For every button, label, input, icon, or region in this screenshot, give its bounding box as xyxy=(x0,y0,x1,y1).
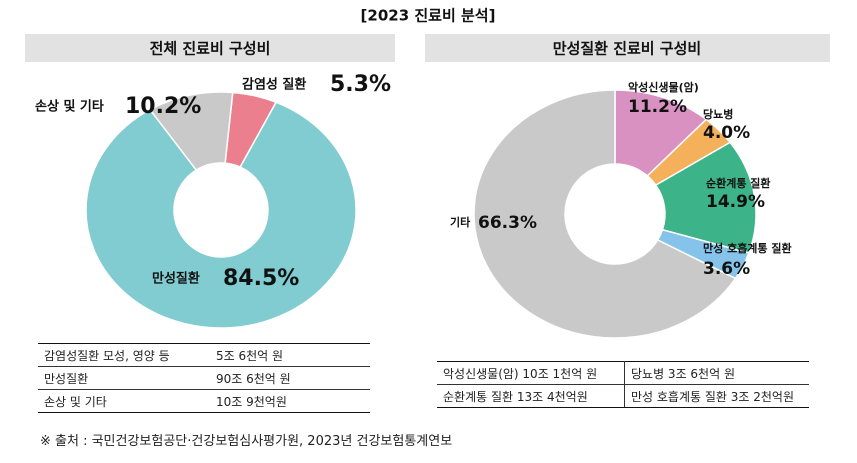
slice-label: 손상 및 기타 xyxy=(35,99,104,115)
slice-label: 악성신생물(암) xyxy=(628,80,699,94)
value-label: 5.3% xyxy=(330,72,391,97)
slice-label: 만성 호흡계통 질환 xyxy=(703,241,792,255)
slice-label: 순환계통 질환 xyxy=(706,176,771,190)
page-title: [2023 진료비 분석] xyxy=(361,7,496,25)
cell: 손상 및 기타 xyxy=(38,389,210,413)
value-label: 4.0% xyxy=(703,123,750,143)
cell: 만성질환 xyxy=(38,366,210,390)
cell: 5조 6천억 원 xyxy=(210,343,370,367)
cell: 10조 9천억원 xyxy=(210,389,370,413)
value-label: 10.2% xyxy=(125,94,201,119)
cell: 순환계통 질환 13조 4천억원 xyxy=(437,384,625,408)
chart-title: 전체 진료비 구성비 xyxy=(150,40,271,58)
cell: 만성 호흡계통 질환 3조 2천억원 xyxy=(624,384,809,408)
value-label: 84.5% xyxy=(223,266,299,291)
cell: 90조 6천억 원 xyxy=(210,366,370,390)
donut-slice xyxy=(85,101,357,329)
source-note: ※ 출처 : 국민건강보험공단·건강보험심사평가원, 2023년 건강보험통계연… xyxy=(40,434,453,449)
slice-label: 당뇨병 xyxy=(703,107,733,121)
table: 악성신생물(암) 10조 1천억 원 당뇨병 3조 6천억 원 순환계통 질환 1… xyxy=(437,361,809,408)
cell: 감염성질환 모성, 영양 등 xyxy=(38,343,210,367)
value-label: 66.3% xyxy=(478,213,537,233)
value-label: 14.9% xyxy=(706,192,765,212)
slice-label: 만성질환 xyxy=(152,271,200,287)
table: 감염성질환 모성, 영양 등 5조 6천억 원 만성질환 90조 6천억 원 손상 … xyxy=(38,343,370,413)
value-label: 3.6% xyxy=(703,259,750,279)
donut-slice xyxy=(148,91,234,172)
donut-slice xyxy=(614,89,708,177)
donut-slice xyxy=(654,141,757,254)
cell: 당뇨병 3조 6천억 원 xyxy=(624,361,809,385)
donut-slice xyxy=(473,89,737,339)
chart-title: 만성질환 진료비 구성비 xyxy=(553,40,701,58)
slice-label: 기타 xyxy=(450,215,471,229)
value-label: 11.2% xyxy=(628,97,687,117)
cell: 악성신생물(암) 10조 1천억 원 xyxy=(437,361,625,385)
slice-label: 감염성 질환 xyxy=(242,77,306,93)
header-bar xyxy=(25,34,395,62)
header-bar xyxy=(425,34,830,62)
